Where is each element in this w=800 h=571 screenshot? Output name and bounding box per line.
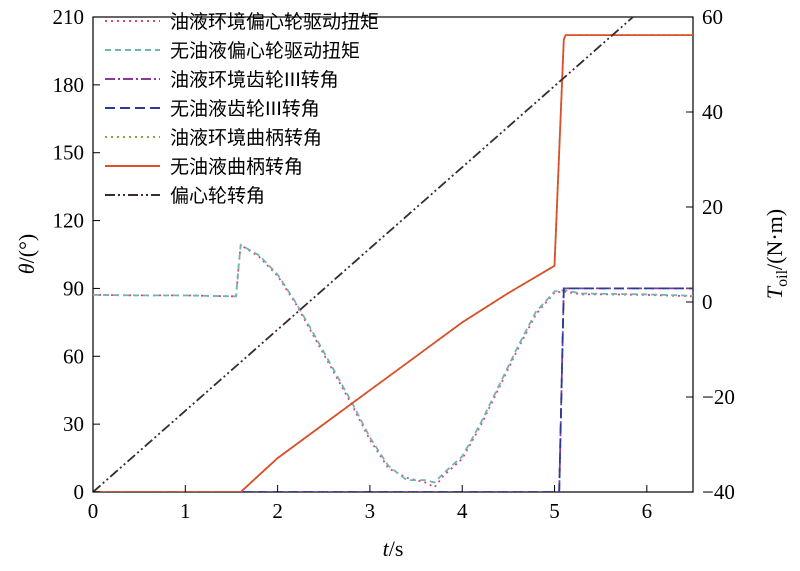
legend-label-1: 油液环境偏心轮驱动扭矩	[170, 11, 379, 33]
legend-label-7: 偏心轮转角	[170, 185, 265, 207]
legend: 油液环境偏心轮驱动扭矩无油液偏心轮驱动扭矩油液环境齿轮III转角无油液齿轮III…	[105, 11, 379, 207]
legend-label-3: 油液环境齿轮III转角	[170, 69, 339, 91]
x-tick-label: 5	[549, 499, 560, 523]
y-right-tick-label: −40	[702, 480, 735, 504]
y-right-tick-label: 40	[702, 100, 723, 124]
x-axis-title: t/s	[383, 536, 404, 561]
y-right-tick-label: 0	[702, 290, 713, 314]
y-left-tick-label: 120	[53, 209, 85, 233]
y-left-axis-title: θ/(°)	[14, 234, 39, 274]
legend-label-5: 油液环境曲柄转角	[170, 127, 322, 149]
y-left-tick-label: 210	[53, 5, 85, 29]
series-line-2	[93, 243, 693, 484]
series-line-6	[93, 34, 693, 492]
y-left-tick-label: 30	[63, 412, 84, 436]
series-line-1	[93, 243, 693, 489]
series-layer	[93, 17, 693, 492]
x-axis-unit: /s	[389, 536, 404, 561]
x-tick-label: 3	[365, 499, 376, 523]
y-left-axis-unit: /(°)	[14, 234, 39, 264]
legend-label-6: 无油液曲柄转角	[170, 156, 303, 178]
y-right-axis-var: T	[762, 285, 787, 299]
x-tick-label: 2	[272, 499, 283, 523]
y-left-tick-label: 90	[63, 276, 84, 300]
x-axis-var: t	[383, 536, 390, 561]
y-right-tick-label: 20	[702, 195, 723, 219]
y-right-axis-unit: /(N·m)	[762, 209, 787, 270]
series-line-3	[93, 287, 693, 492]
y-left-tick-label: 60	[63, 344, 84, 368]
y-left-axis-var: θ	[14, 263, 39, 274]
series-line-7	[93, 17, 634, 492]
y-left-tick-label: 150	[53, 141, 85, 165]
legend-label-2: 无油液偏心轮驱动扭矩	[170, 40, 360, 62]
y-right-tick-label: −20	[702, 385, 735, 409]
y-right-axis-title: Toil/(N·m)	[762, 209, 791, 299]
x-tick-label: 6	[642, 499, 653, 523]
y-left-tick-label: 180	[53, 73, 85, 97]
legend-label-4: 无油液齿轮III转角	[170, 98, 320, 120]
y-right-axis-sub: oil	[774, 269, 791, 286]
series-line-4	[93, 287, 693, 492]
x-tick-label: 0	[88, 499, 99, 523]
y-left-tick-label: 0	[74, 480, 85, 504]
x-tick-label: 1	[180, 499, 191, 523]
x-tick-label: 4	[457, 499, 468, 523]
y-right-tick-label: 60	[702, 5, 723, 29]
